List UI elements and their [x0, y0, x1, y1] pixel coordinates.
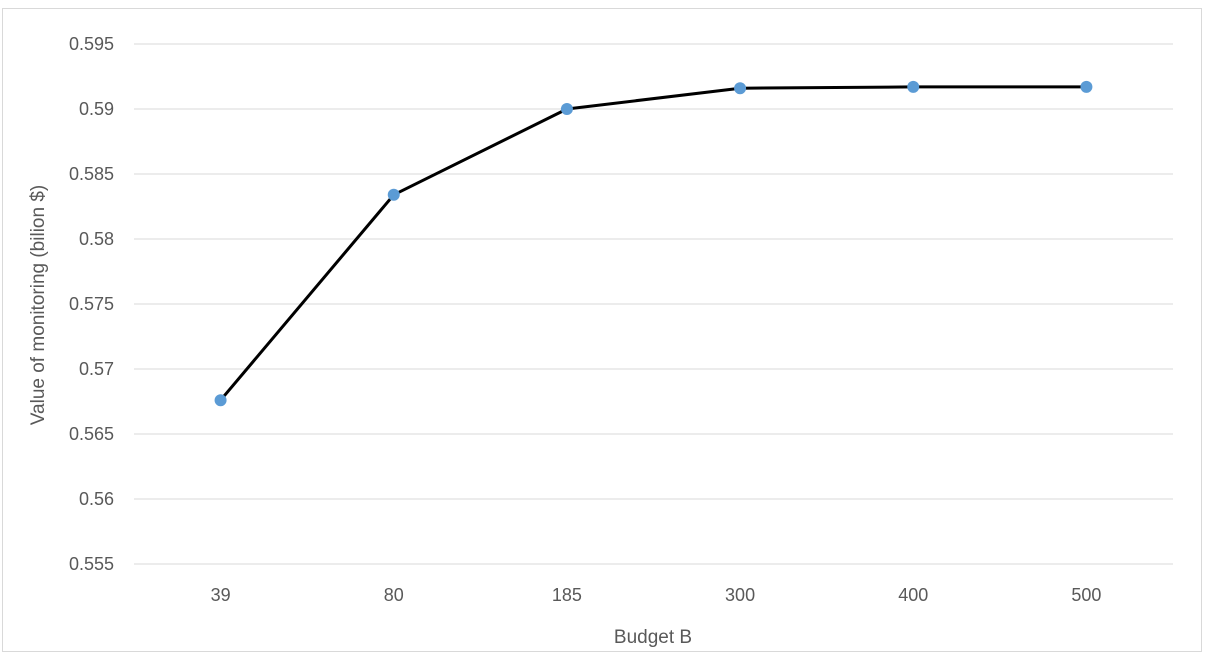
y-axis-title: Value of monitoring (bilion $)	[28, 185, 49, 425]
gridlines	[134, 43, 1173, 565]
y-tick-label: 0.57	[79, 359, 114, 379]
y-tick-label: 0.555	[69, 554, 114, 574]
x-tick-label: 300	[725, 585, 755, 605]
x-tick-label: 39	[211, 585, 231, 605]
data-point	[214, 394, 227, 407]
data-point	[734, 82, 747, 95]
x-tick-label: 400	[898, 585, 928, 605]
x-tick-label: 185	[552, 585, 582, 605]
y-axis-ticks: 0.555 0.56 0.565 0.57 0.575 0.58 0.585 0.59 0.59…	[69, 34, 114, 574]
data-point	[907, 80, 920, 93]
series-line-group	[219, 85, 1087, 402]
y-tick-label: 0.575	[69, 294, 114, 314]
y-tick-label: 0.565	[69, 424, 114, 444]
y-tick-label: 0.59	[79, 99, 114, 119]
y-tick-label: 0.585	[69, 164, 114, 184]
series-line	[219, 85, 1087, 402]
x-tick-label: 500	[1071, 585, 1101, 605]
data-point	[387, 188, 400, 201]
data-point	[1080, 80, 1093, 93]
x-tick-label: 80	[384, 585, 404, 605]
data-point	[560, 103, 573, 115]
chart-frame	[2, 8, 1202, 652]
series-markers	[214, 80, 1093, 407]
y-tick-label: 0.56	[79, 489, 114, 509]
x-axis-ticks: 39 80 185 300 400 500	[211, 585, 1102, 605]
x-axis-title: Budget B	[614, 627, 692, 648]
y-tick-label: 0.58	[79, 229, 114, 249]
y-tick-label: 0.595	[69, 34, 114, 54]
